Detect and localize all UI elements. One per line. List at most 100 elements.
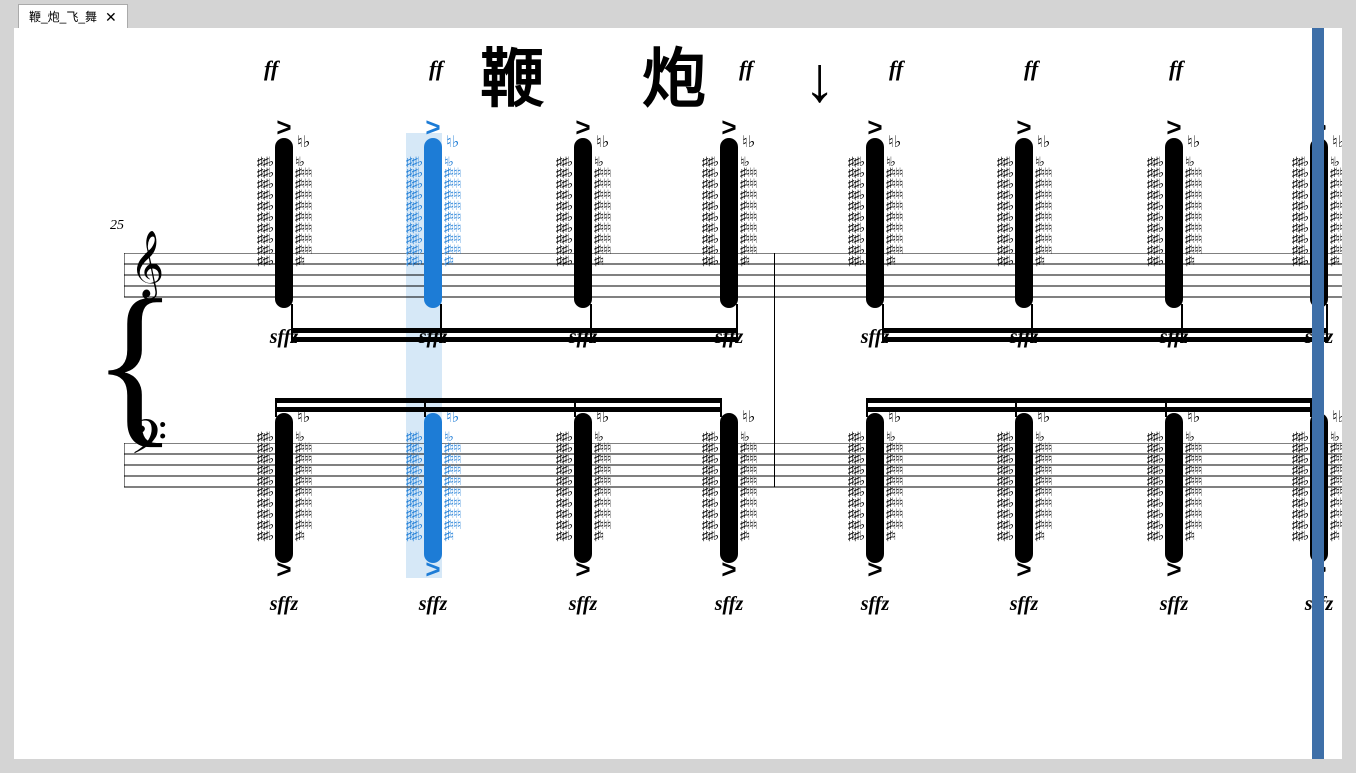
accidentals-left: ♯♯♭ ♯♯♭ ♯♯♭ ♯♯♭ ♯♯♭ ♯♯♭ ♯♯♭ ♯♯♭ ♯♯♭ ♯♯♭ bbox=[257, 156, 275, 266]
stem bbox=[1326, 304, 1328, 342]
document-tab[interactable]: 鞭_炮_飞_舞 ✕ bbox=[18, 4, 128, 28]
accidental-top: ♮♭ bbox=[1037, 132, 1050, 152]
accidental-top: ♮♭ bbox=[1187, 132, 1200, 152]
score-viewport[interactable]: 鞭 炮 ↓ ffffffffffff 25 { 𝄞𝄢 ♯♯♭ ♯♯♭ ♯♯♭ ♯… bbox=[14, 28, 1342, 759]
accidentals-right: ♮♭ ♯♮♮♮ ♯♮♮♮ ♯♮♮♮ ♯♮♮♮ ♯♮♮♮ ♯♮♮♮ ♯♮♮♮ ♯♮… bbox=[884, 156, 902, 266]
accent-mark: > bbox=[276, 554, 291, 585]
chord-cluster[interactable]: ♯♯♭ ♯♯♭ ♯♯♭ ♯♯♭ ♯♯♭ ♯♯♭ ♯♯♭ ♯♯♭ ♯♯♭ ♯♯♭♮… bbox=[275, 138, 293, 308]
chord-cluster[interactable]: ♯♯♭ ♯♯♭ ♯♯♭ ♯♯♭ ♯♯♭ ♯♯♭ ♯♯♭ ♯♯♭ ♯♯♭ ♯♯♭♮… bbox=[1015, 413, 1033, 563]
accent-mark: > bbox=[425, 112, 440, 143]
accidental-top: ♮♭ bbox=[1332, 407, 1342, 427]
accidentals-left: ♯♯♭ ♯♯♭ ♯♯♭ ♯♯♭ ♯♯♭ ♯♯♭ ♯♯♭ ♯♯♭ ♯♯♭ ♯♯♭ bbox=[556, 431, 574, 541]
dynamic-mark-ff: ff bbox=[1169, 56, 1183, 82]
accidental-top: ♮♭ bbox=[297, 132, 310, 152]
stem bbox=[590, 304, 592, 342]
chord-cluster[interactable]: ♯♯♭ ♯♯♭ ♯♯♭ ♯♯♭ ♯♯♭ ♯♯♭ ♯♯♭ ♯♯♭ ♯♯♭ ♯♯♭♮… bbox=[574, 138, 592, 308]
dynamic-mark-sffz: sffz bbox=[1160, 593, 1189, 616]
chord-cluster[interactable]: ♯♯♭ ♯♯♭ ♯♯♭ ♯♯♭ ♯♯♭ ♯♯♭ ♯♯♭ ♯♯♭ ♯♯♭ ♯♯♭♮… bbox=[720, 138, 738, 308]
accent-mark: > bbox=[867, 554, 882, 585]
accent-mark: > bbox=[721, 554, 736, 585]
notehead-stack bbox=[574, 138, 592, 308]
dynamic-mark-sffz: sffz bbox=[569, 593, 598, 616]
accidentals-right: ♮♭ ♯♮♮♮ ♯♮♮♮ ♯♮♮♮ ♯♮♮♮ ♯♮♮♮ ♯♮♮♮ ♯♮♮♮ ♯♮… bbox=[592, 431, 610, 541]
stem bbox=[866, 398, 868, 417]
accidentals-left: ♯♯♭ ♯♯♭ ♯♯♭ ♯♯♭ ♯♯♭ ♯♯♭ ♯♯♭ ♯♯♭ ♯♯♭ ♯♯♭ bbox=[406, 431, 424, 541]
accent-mark: > bbox=[1166, 554, 1181, 585]
tab-bar: 鞭_炮_飞_舞 ✕ bbox=[0, 0, 1356, 28]
stem bbox=[1181, 304, 1183, 342]
beam bbox=[866, 398, 1312, 412]
chord-cluster[interactable]: ♯♯♭ ♯♯♭ ♯♯♭ ♯♯♭ ♯♯♭ ♯♯♭ ♯♯♭ ♯♯♭ ♯♯♭ ♯♯♭♮… bbox=[1165, 413, 1183, 563]
beam bbox=[882, 328, 1328, 342]
stem bbox=[275, 398, 277, 417]
notehead-stack bbox=[1015, 138, 1033, 308]
accent-mark: > bbox=[575, 554, 590, 585]
stem bbox=[882, 304, 884, 342]
stem bbox=[720, 398, 722, 417]
accidental-top: ♮♭ bbox=[888, 132, 901, 152]
accent-mark: > bbox=[425, 554, 440, 585]
accidental-top: ♮♭ bbox=[596, 132, 609, 152]
accidentals-right: ♮♭ ♯♮♮♮ ♯♮♮♮ ♯♮♮♮ ♯♮♮♮ ♯♮♮♮ ♯♮♮♮ ♯♮♮♮ ♯♮… bbox=[1183, 156, 1201, 266]
chord-cluster[interactable]: ♯♯♭ ♯♯♭ ♯♯♭ ♯♯♭ ♯♯♭ ♯♯♭ ♯♯♭ ♯♯♭ ♯♯♭ ♯♯♭♮… bbox=[720, 413, 738, 563]
accidentals-right: ♮♭ ♯♮♮♮ ♯♮♮♮ ♯♮♮♮ ♯♮♮♮ ♯♮♮♮ ♯♮♮♮ ♯♮♮♮ ♯♮… bbox=[293, 156, 311, 266]
accidentals-right: ♮♭ ♯♮♮♮ ♯♮♮♮ ♯♮♮♮ ♯♮♮♮ ♯♮♮♮ ♯♮♮♮ ♯♮♮♮ ♯♮… bbox=[592, 156, 610, 266]
notehead-stack bbox=[1015, 413, 1033, 563]
accidental-top: ♮♭ bbox=[742, 407, 755, 427]
accidentals-left: ♯♯♭ ♯♯♭ ♯♯♭ ♯♯♭ ♯♯♭ ♯♯♭ ♯♯♭ ♯♯♭ ♯♯♭ ♯♯♭ bbox=[702, 431, 720, 541]
dynamic-mark-sffz: sffz bbox=[270, 593, 299, 616]
chord-cluster[interactable]: ♯♯♭ ♯♯♭ ♯♯♭ ♯♯♭ ♯♯♭ ♯♯♭ ♯♯♭ ♯♯♭ ♯♯♭ ♯♯♭♮… bbox=[1165, 138, 1183, 308]
accidentals-left: ♯♯♭ ♯♯♭ ♯♯♭ ♯♯♭ ♯♯♭ ♯♯♭ ♯♯♭ ♯♯♭ ♯♯♭ ♯♯♭ bbox=[702, 156, 720, 266]
accidentals-left: ♯♯♭ ♯♯♭ ♯♯♭ ♯♯♭ ♯♯♭ ♯♯♭ ♯♯♭ ♯♯♭ ♯♯♭ ♯♯♭ bbox=[556, 156, 574, 266]
dynamic-mark-ff: ff bbox=[429, 56, 443, 82]
accent-mark: > bbox=[867, 112, 882, 143]
notehead-stack bbox=[275, 138, 293, 308]
accidentals-right: ♮♭ ♯♮♮♮ ♯♮♮♮ ♯♮♮♮ ♯♮♮♮ ♯♮♮♮ ♯♮♮♮ ♯♮♮♮ ♯♮… bbox=[442, 431, 460, 541]
close-icon[interactable]: ✕ bbox=[105, 10, 117, 24]
stem bbox=[1031, 304, 1033, 342]
accidentals-right: ♮♭ ♯♮♮♮ ♯♮♮♮ ♯♮♮♮ ♯♮♮♮ ♯♮♮♮ ♯♮♮♮ ♯♮♮♮ ♯♮… bbox=[1183, 431, 1201, 541]
stem bbox=[1165, 398, 1167, 417]
accidentals-right: ♮♭ ♯♮♮♮ ♯♮♮♮ ♯♮♮♮ ♯♮♮♮ ♯♮♮♮ ♯♮♮♮ ♯♮♮♮ ♯♮… bbox=[884, 431, 902, 541]
accidentals-right: ♮♭ ♯♮♮♮ ♯♮♮♮ ♯♮♮♮ ♯♮♮♮ ♯♮♮♮ ♯♮♮♮ ♯♮♮♮ ♯♮… bbox=[1328, 431, 1342, 541]
dynamic-mark-sffz: sffz bbox=[715, 593, 744, 616]
accidentals-right: ♮♭ ♯♮♮♮ ♯♮♮♮ ♯♮♮♮ ♯♮♮♮ ♯♮♮♮ ♯♮♮♮ ♯♮♮♮ ♯♮… bbox=[442, 156, 460, 266]
accent-mark: > bbox=[1016, 112, 1031, 143]
playback-cursor[interactable] bbox=[1312, 28, 1324, 759]
dynamic-mark-ff: ff bbox=[739, 56, 753, 82]
notehead-stack bbox=[720, 138, 738, 308]
chord-cluster[interactable]: ♯♯♭ ♯♯♭ ♯♯♭ ♯♯♭ ♯♯♭ ♯♯♭ ♯♯♭ ♯♯♭ ♯♯♭ ♯♯♭♮… bbox=[1015, 138, 1033, 308]
tab-filename: 鞭_炮_飞_舞 bbox=[29, 8, 97, 25]
accent-mark: > bbox=[276, 112, 291, 143]
accidental-top: ♮♭ bbox=[1332, 132, 1342, 152]
notehead-stack bbox=[720, 413, 738, 563]
stem bbox=[424, 398, 426, 417]
stem bbox=[291, 304, 293, 342]
chord-cluster[interactable]: ♯♯♭ ♯♯♭ ♯♯♭ ♯♯♭ ♯♯♭ ♯♯♭ ♯♯♭ ♯♯♭ ♯♯♭ ♯♯♭♮… bbox=[574, 413, 592, 563]
measure-number: 25 bbox=[110, 218, 124, 234]
dynamic-mark-sffz: sffz bbox=[861, 593, 890, 616]
chord-cluster[interactable]: ♯♯♭ ♯♯♭ ♯♯♭ ♯♯♭ ♯♯♭ ♯♯♭ ♯♯♭ ♯♯♭ ♯♯♭ ♯♯♭♮… bbox=[424, 413, 442, 563]
score-title: 鞭 炮 ↓ bbox=[480, 28, 876, 120]
accidentals-left: ♯♯♭ ♯♯♭ ♯♯♭ ♯♯♭ ♯♯♭ ♯♯♭ ♯♯♭ ♯♯♭ ♯♯♭ ♯♯♭ bbox=[997, 156, 1015, 266]
accent-mark: > bbox=[1016, 554, 1031, 585]
notehead-stack bbox=[574, 413, 592, 563]
stem bbox=[1015, 398, 1017, 417]
chord-cluster[interactable]: ♯♯♭ ♯♯♭ ♯♯♭ ♯♯♭ ♯♯♭ ♯♯♭ ♯♯♭ ♯♯♭ ♯♯♭ ♯♯♭♮… bbox=[424, 138, 442, 308]
accent-mark: > bbox=[575, 112, 590, 143]
notehead-stack bbox=[424, 413, 442, 563]
accidentals-right: ♮♭ ♯♮♮♮ ♯♮♮♮ ♯♮♮♮ ♯♮♮♮ ♯♮♮♮ ♯♮♮♮ ♯♮♮♮ ♯♮… bbox=[293, 431, 311, 541]
accidentals-left: ♯♯♭ ♯♯♭ ♯♯♭ ♯♯♭ ♯♯♭ ♯♯♭ ♯♯♭ ♯♯♭ ♯♯♭ ♯♯♭ bbox=[1292, 156, 1310, 266]
bass-clef: 𝄢 bbox=[130, 415, 167, 473]
chord-cluster[interactable]: ♯♯♭ ♯♯♭ ♯♯♭ ♯♯♭ ♯♯♭ ♯♯♭ ♯♯♭ ♯♯♭ ♯♯♭ ♯♯♭♮… bbox=[866, 138, 884, 308]
chord-cluster[interactable]: ♯♯♭ ♯♯♭ ♯♯♭ ♯♯♭ ♯♯♭ ♯♯♭ ♯♯♭ ♯♯♭ ♯♯♭ ♯♯♭♮… bbox=[275, 413, 293, 563]
notehead-stack bbox=[866, 413, 884, 563]
accidental-top: ♮♭ bbox=[742, 132, 755, 152]
beam bbox=[275, 398, 722, 412]
notehead-stack bbox=[424, 138, 442, 308]
treble-clef: 𝄞 bbox=[130, 235, 164, 293]
accidentals-left: ♯♯♭ ♯♯♭ ♯♯♭ ♯♯♭ ♯♯♭ ♯♯♭ ♯♯♭ ♯♯♭ ♯♯♭ ♯♯♭ bbox=[257, 431, 275, 541]
accidentals-left: ♯♯♭ ♯♯♭ ♯♯♭ ♯♯♭ ♯♯♭ ♯♯♭ ♯♯♭ ♯♯♭ ♯♯♭ ♯♯♭ bbox=[1147, 431, 1165, 541]
dynamic-mark-ff: ff bbox=[1024, 56, 1038, 82]
chord-cluster[interactable]: ♯♯♭ ♯♯♭ ♯♯♭ ♯♯♭ ♯♯♭ ♯♯♭ ♯♯♭ ♯♯♭ ♯♯♭ ♯♯♭♮… bbox=[866, 413, 884, 563]
